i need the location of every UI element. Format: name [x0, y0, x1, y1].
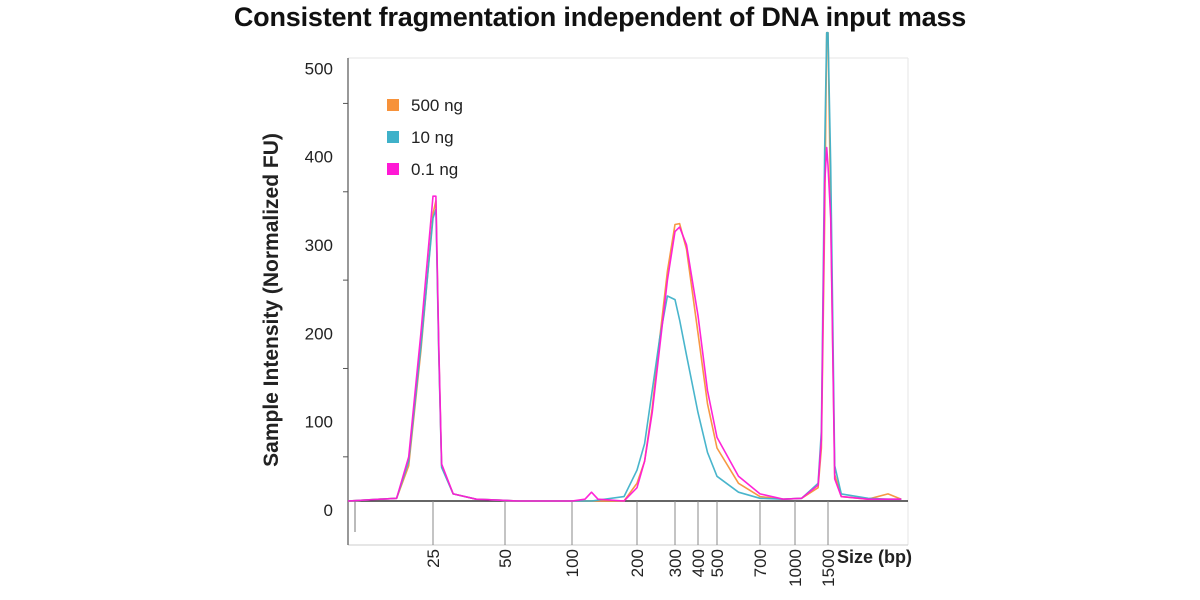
- x-axis: 25 50 100 200 300 400 500 700 1000 1500: [424, 501, 838, 587]
- x-tick-label: 1000: [786, 549, 805, 587]
- legend-label-10-ng: 10 ng: [411, 128, 454, 147]
- x-tick-label: 500: [708, 549, 727, 577]
- legend-label-0-1-ng: 0.1 ng: [411, 160, 458, 179]
- y-tick-label: 300: [305, 236, 333, 255]
- y-tick-label: 100: [305, 413, 333, 432]
- x-tick-label: 1500: [819, 549, 838, 587]
- legend-label-500-ng: 500 ng: [411, 96, 463, 115]
- legend-swatch-500-ng: [387, 99, 399, 111]
- x-tick-label: 100: [563, 549, 582, 577]
- series-layer: [347, 31, 902, 502]
- x-tick-label: 400: [689, 549, 708, 577]
- y-axis-title: Sample Intensity (Normalized FU): [260, 133, 283, 467]
- x-tick-label: 200: [628, 549, 647, 577]
- plot-frame: [347, 57, 909, 546]
- y-tick-label: 500: [305, 59, 333, 78]
- x-tick-label: 25: [424, 549, 443, 568]
- x-tick-label: 700: [751, 549, 770, 577]
- y-tick-label: 200: [305, 324, 333, 343]
- legend-swatch-10-ng: [387, 131, 399, 143]
- y-tick-label: 400: [305, 148, 333, 167]
- series-line-0-1-ng: [347, 146, 902, 502]
- x-tick-label: 50: [496, 549, 515, 568]
- x-axis-title: Size (bp): [837, 547, 912, 567]
- x-tick-label: 300: [666, 549, 685, 577]
- y-tick-label: 0: [324, 501, 333, 520]
- chart-title: Consistent fragmentation independent of …: [233, 2, 967, 32]
- y-axis: 0 100 200 300 400 500: [305, 59, 348, 520]
- legend: 500 ng 10 ng 0.1 ng: [387, 96, 463, 179]
- legend-swatch-0-1-ng: [387, 163, 399, 175]
